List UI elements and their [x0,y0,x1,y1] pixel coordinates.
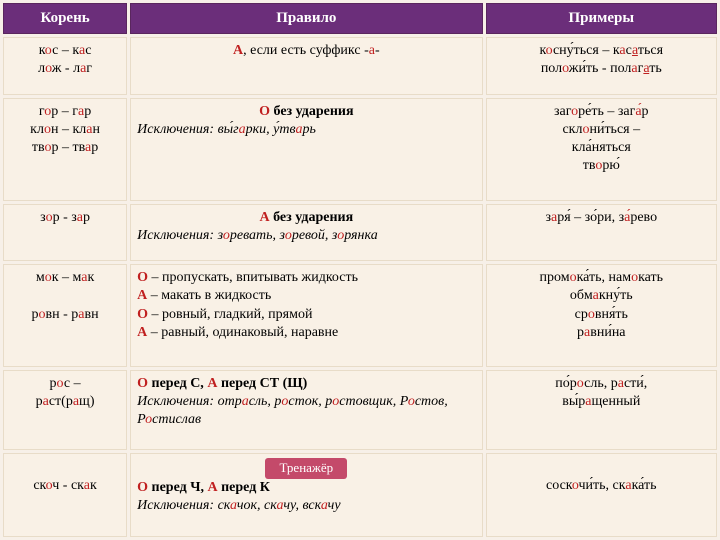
cell-rule: О – пропускать, впитывать жидкостьА – ма… [130,264,482,367]
cell-examples: косну́ться – касатьсяположи́ть - полагат… [486,37,717,95]
cell-examples: загоре́ть – зага́рсклони́ться –кла́нятьс… [486,98,717,201]
cell-rule: О без ударенияИсключения: вы́гарки, у́тв… [130,98,482,201]
table-row: мок – макровн - равнО – пропускать, впит… [3,264,717,367]
cell-examples: соскочи́ть, скака́ть [486,453,717,537]
table-row: кос – каслож - лагА, если есть суффикс -… [3,37,717,95]
roots-table: Корень Правило Примеры кос – каслож - ла… [0,0,720,540]
cell-root: кос – каслож - лаг [3,37,127,95]
cell-rule: А без ударенияИсключения: зоревать, зоре… [130,204,482,262]
table-row: рос –раст(ращ)О перед С, А перед СТ (Щ)И… [3,370,717,450]
cell-root: рос –раст(ращ) [3,370,127,450]
header-root: Корень [3,3,127,34]
table-row: гор – гарклон – клантвор – тварО без уда… [3,98,717,201]
cell-examples: по́росль, расти́,вы́ращенный [486,370,717,450]
table-row: скоч - скакТренажёрО перед Ч, А перед КИ… [3,453,717,537]
cell-rule: О перед С, А перед СТ (Щ)Исключения: отр… [130,370,482,450]
cell-rule: А, если есть суффикс -а- [130,37,482,95]
header-examples: Примеры [486,3,717,34]
cell-root: скоч - скак [3,453,127,537]
cell-root: гор – гарклон – клантвор – твар [3,98,127,201]
cell-examples: промока́ть, намокатьобмакну́тьсровня́тьр… [486,264,717,367]
table-body: кос – каслож - лагА, если есть суффикс -… [3,37,717,537]
cell-root: мок – макровн - равн [3,264,127,367]
cell-examples: заря́ – зо́ри, за́рево [486,204,717,262]
cell-root: зор - зар [3,204,127,262]
cell-rule: ТренажёрО перед Ч, А перед КИсключения: … [130,453,482,537]
table-row: зор - зарА без ударенияИсключения: зорев… [3,204,717,262]
header-rule: Правило [130,3,482,34]
